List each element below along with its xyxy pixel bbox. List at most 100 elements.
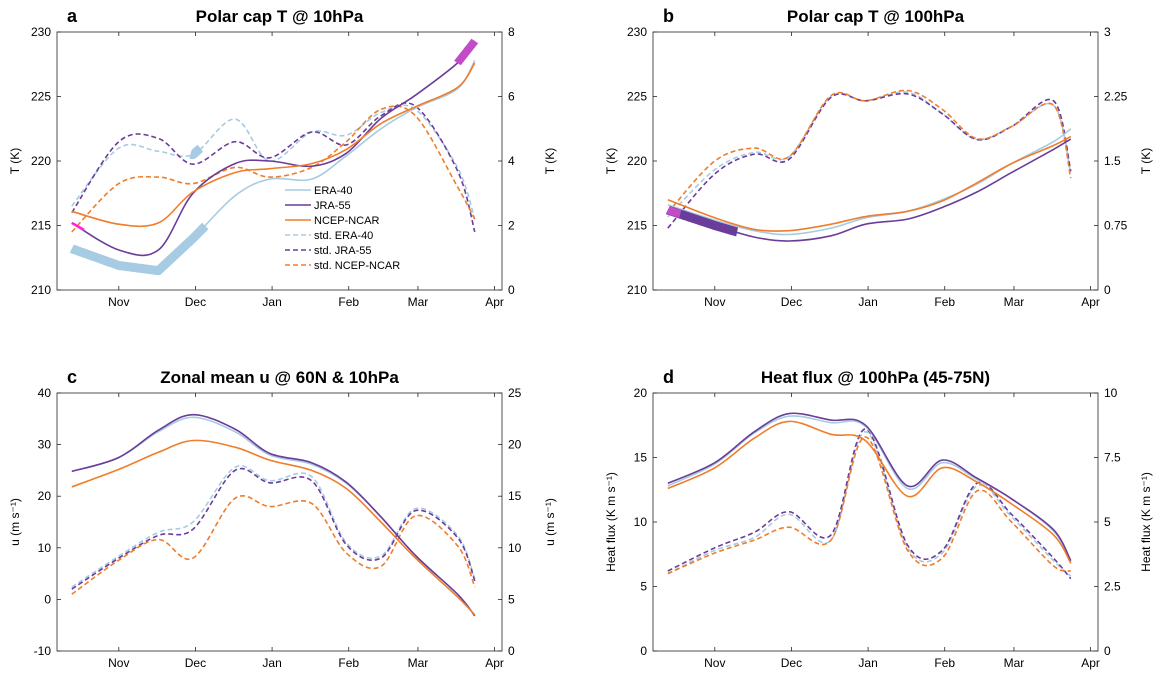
x-tick-label: Jan	[858, 656, 877, 670]
x-tick-label: Mar	[408, 295, 429, 309]
chart-title: Polar cap T @ 100hPa	[787, 7, 965, 26]
y-right-tick-label: 1.5	[1104, 154, 1121, 168]
series-line-jra-55	[667, 138, 1072, 242]
y-axis-label: T (K)	[8, 148, 22, 174]
chart-title: Polar cap T @ 10hPa	[196, 7, 364, 26]
series-line-jra-55	[71, 413, 476, 617]
series-line-ncep-ncar	[667, 420, 1072, 564]
series-line-std-jra-55	[71, 102, 476, 233]
x-tick-label: Feb	[338, 656, 359, 670]
y-right-tick-label: 3	[1104, 25, 1111, 39]
y-axis-label: u (m s⁻¹)	[8, 498, 22, 546]
series-line-std-jra-55	[71, 467, 476, 590]
y-tick-label: 40	[38, 386, 52, 400]
x-tick-label: Apr	[485, 656, 504, 670]
y-right-axis-label: u (m s⁻¹)	[543, 498, 557, 546]
panel-label: b	[663, 6, 674, 26]
legend-label: std. ERA-40	[314, 230, 373, 242]
x-tick-label: Mar	[408, 656, 429, 670]
y-tick-label: 5	[640, 580, 647, 594]
y-tick-label: 210	[627, 283, 647, 297]
y-tick-label: 0	[44, 592, 51, 606]
y-right-tick-label: 4	[508, 154, 515, 168]
y-axis-label: T (K)	[604, 148, 618, 174]
y-tick-label: -10	[34, 644, 52, 658]
y-right-tick-label: 7.5	[1104, 451, 1121, 465]
x-tick-label: Dec	[781, 656, 802, 670]
y-right-tick-label: 10	[508, 541, 522, 555]
y-right-tick-label: 5	[508, 592, 515, 606]
y-tick-label: 20	[38, 489, 52, 503]
y-right-tick-label: 15	[508, 489, 522, 503]
y-right-tick-label: 2.5	[1104, 580, 1121, 594]
y-tick-label: 230	[627, 25, 647, 39]
legend-label: std. NCEP-NCAR	[314, 260, 400, 272]
y-right-tick-label: 0	[508, 644, 515, 658]
y-right-tick-label: 0	[1104, 644, 1111, 658]
y-tick-label: 230	[31, 25, 51, 39]
x-tick-label: Nov	[108, 295, 129, 309]
y-right-tick-label: 10	[1104, 386, 1118, 400]
legend: ERA-40 JRA-55 NCEP-NCAR std. ERA-40 std. JRA…	[285, 185, 400, 272]
y-right-tick-label: 20	[508, 438, 522, 452]
y-right-tick-label: 5	[1104, 515, 1111, 529]
x-tick-label: Jan	[262, 656, 281, 670]
y-tick-label: 30	[38, 438, 52, 452]
x-tick-label: Dec	[185, 656, 206, 670]
series-line-ncep-ncar	[71, 439, 476, 616]
x-tick-label: Jan	[858, 295, 877, 309]
chart-title: Heat flux @ 100hPa (45-75N)	[761, 368, 990, 387]
x-tick-label: Apr	[1081, 656, 1100, 670]
y-right-tick-label: 8	[508, 25, 515, 39]
y-right-tick-label: 2	[508, 219, 515, 233]
series-line-std-era-40	[71, 104, 476, 220]
x-tick-label: Apr	[485, 295, 504, 309]
x-tick-label: Nov	[704, 656, 725, 670]
x-tick-label: Feb	[934, 656, 955, 670]
series-line-ncep-ncar	[667, 135, 1072, 232]
legend-label: ERA-40	[314, 185, 353, 197]
y-tick-label: 220	[31, 154, 51, 168]
y-right-tick-label: 2.25	[1104, 90, 1128, 104]
series-line-jra-55	[667, 412, 1072, 562]
y-tick-label: 0	[640, 644, 647, 658]
series-line-jra-55	[71, 40, 476, 257]
series-line-std-ncep-ncar	[667, 436, 1072, 575]
significance-highlight	[71, 221, 85, 232]
panel-c: Nov Dec Jan Feb Mar Apr -10 0 10 20 30 40 0 5 10 15 20 25…	[8, 367, 557, 670]
x-tick-label: Feb	[338, 295, 359, 309]
significance-highlight	[666, 206, 682, 218]
significance-highlight	[454, 38, 479, 66]
legend-label: NCEP-NCAR	[314, 215, 379, 227]
series-line-std-ncep-ncar	[71, 105, 476, 233]
significance-highlight	[189, 144, 204, 160]
y-right-tick-label: 25	[508, 386, 522, 400]
y-tick-label: 210	[31, 283, 51, 297]
x-tick-label: Feb	[934, 295, 955, 309]
series-line-std-ncep-ncar	[667, 89, 1072, 214]
legend-label: JRA-55	[314, 200, 351, 212]
plot-frame	[652, 392, 1099, 652]
plot-frame	[56, 31, 503, 291]
y-tick-label: 15	[634, 451, 648, 465]
significance-highlight	[69, 222, 209, 276]
y-tick-label: 220	[627, 154, 647, 168]
y-axis-label: Heat flux (K m s⁻¹)	[604, 472, 618, 572]
y-tick-label: 215	[627, 219, 647, 233]
series-line-ncep-ncar	[71, 62, 476, 228]
x-tick-label: Nov	[108, 656, 129, 670]
chart-title: Zonal mean u @ 60N & 10hPa	[160, 368, 399, 387]
plot-frame	[56, 392, 503, 652]
series-line-std-jra-55	[667, 428, 1072, 580]
panel-label: c	[67, 367, 77, 387]
y-right-axis-label: T (K)	[543, 148, 557, 174]
x-tick-label: Apr	[1081, 295, 1100, 309]
y-right-axis-label: T (K)	[1139, 148, 1153, 174]
x-tick-label: Jan	[262, 295, 281, 309]
y-tick-label: 225	[31, 90, 51, 104]
panel-label: d	[663, 367, 674, 387]
y-tick-label: 10	[634, 515, 648, 529]
panel-a: Nov Dec Jan Feb Mar Apr 210 215 220 225 230 0 2 4 6 8 T …	[8, 6, 557, 309]
y-right-axis-label: Heat flux (K m s⁻¹)	[1139, 472, 1153, 572]
